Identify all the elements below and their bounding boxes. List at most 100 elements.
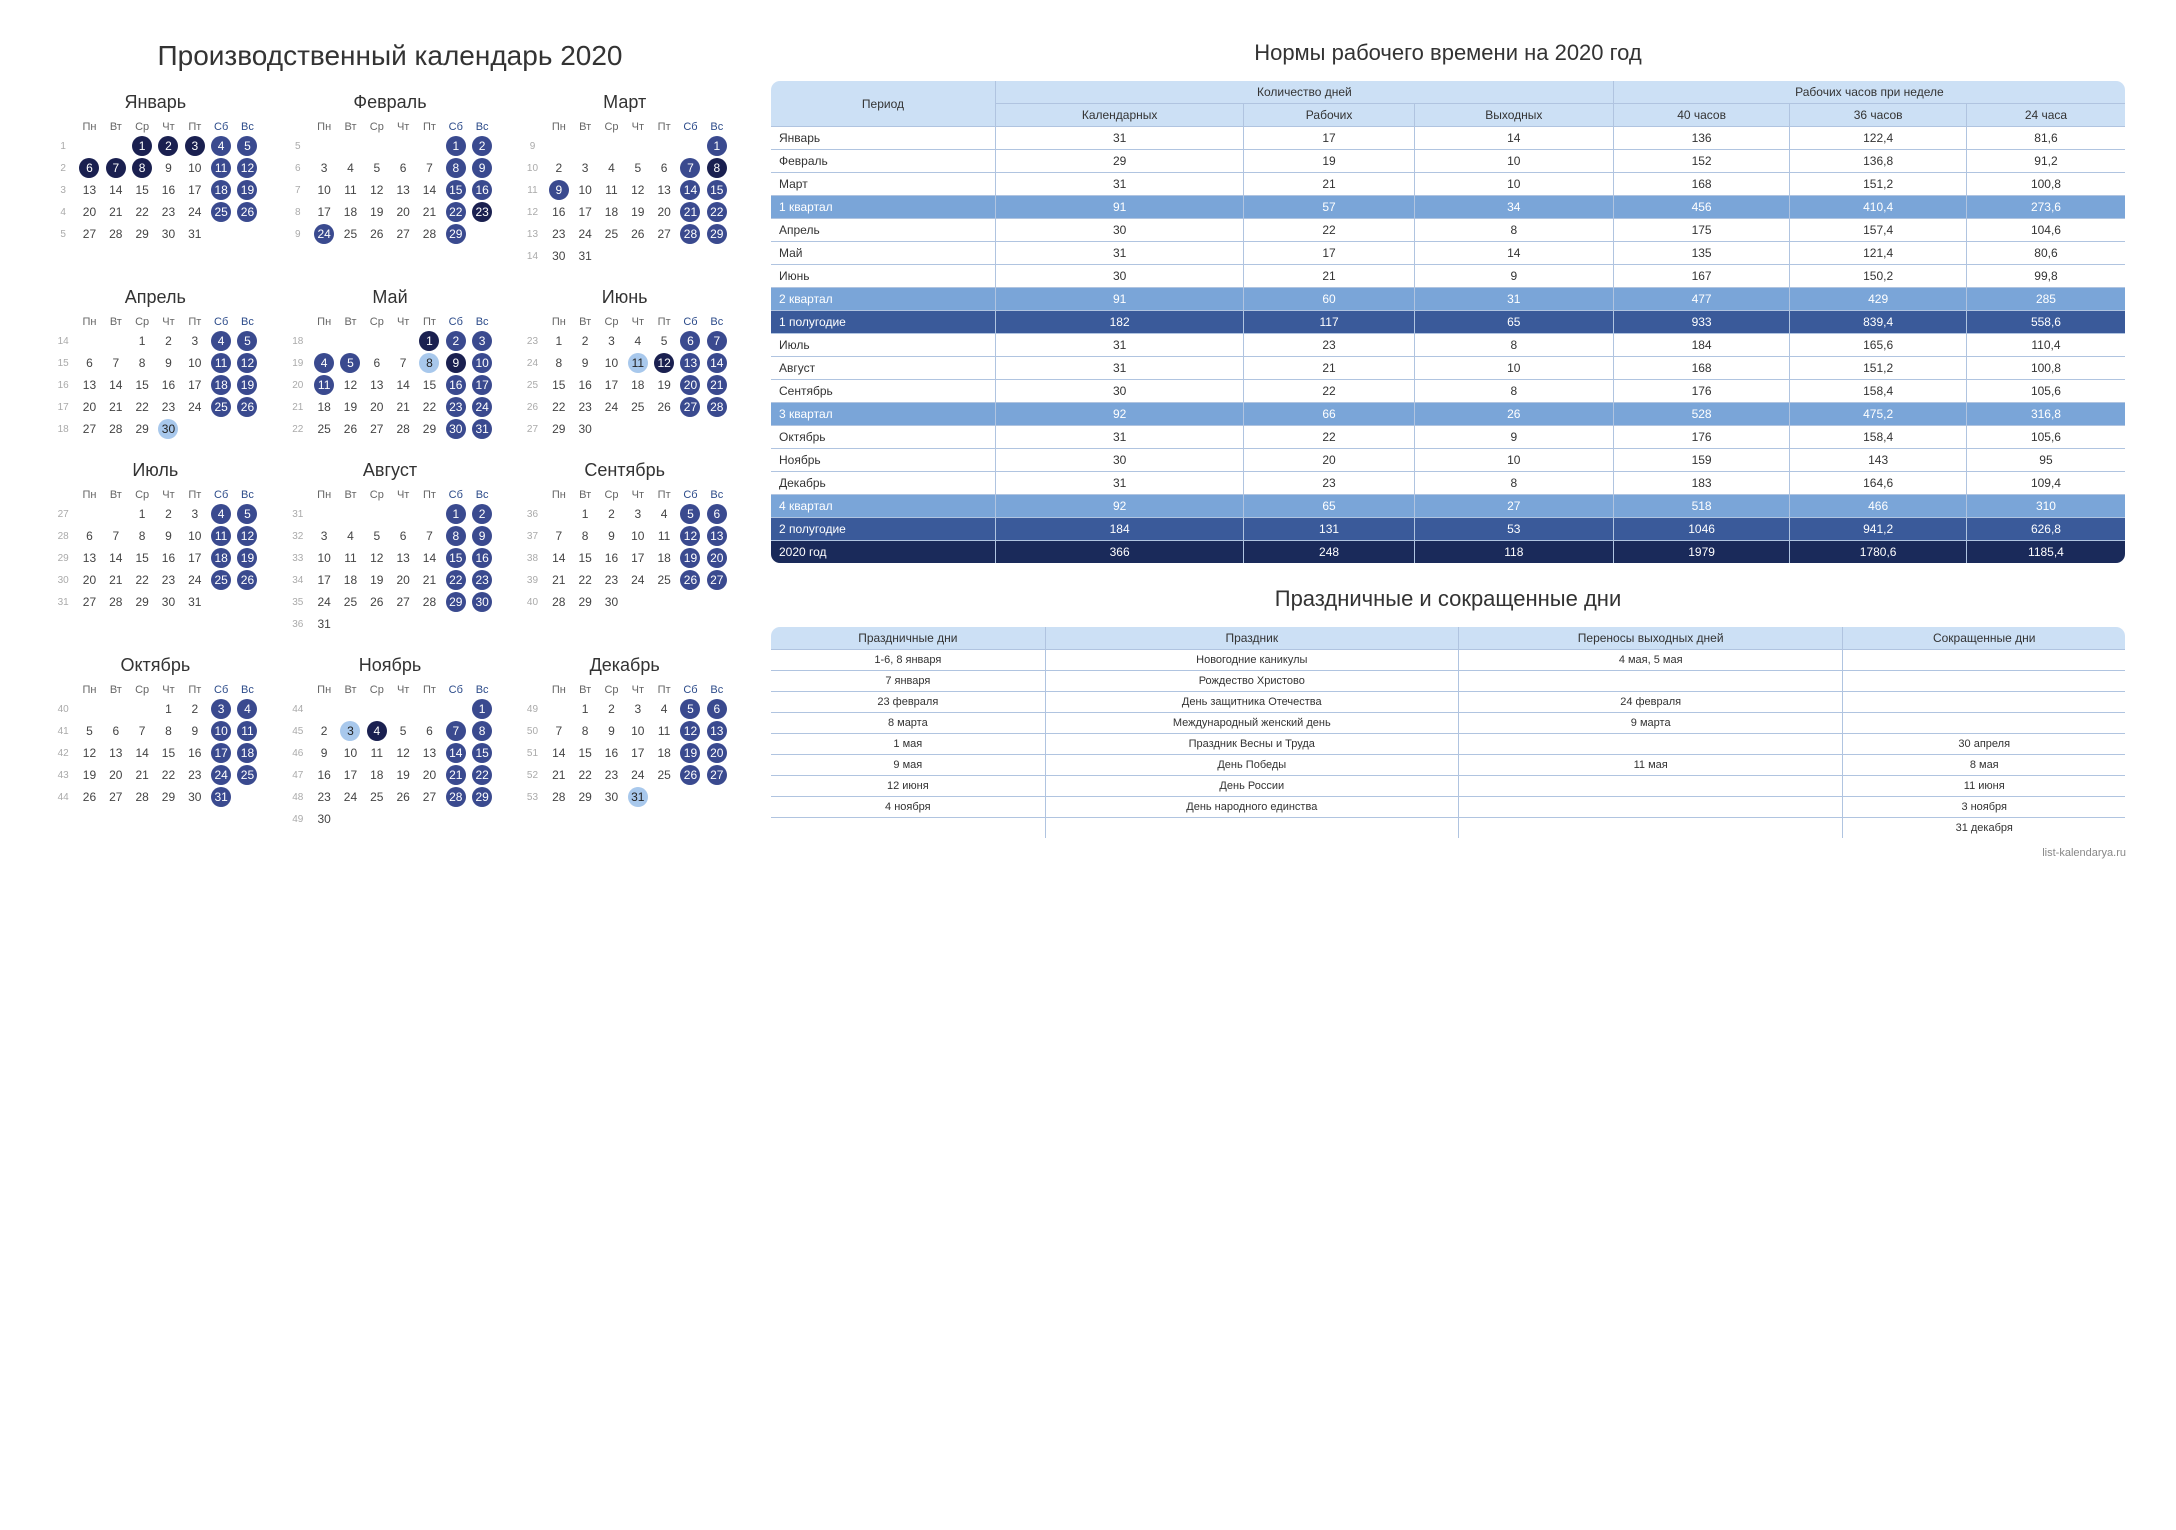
holidays-row: 1 маяПраздник Весны и Труда30 апреля — [771, 734, 2126, 755]
day: 19 — [237, 375, 257, 395]
day: 14 — [446, 743, 466, 763]
day: 30 — [158, 224, 178, 244]
day: 14 — [707, 353, 727, 373]
dow-header: Сб — [208, 682, 234, 698]
day: 20 — [654, 202, 674, 222]
day: 2 — [601, 699, 621, 719]
norms-value: 839,4 — [1790, 311, 1967, 334]
day: 4 — [654, 504, 674, 524]
day-cell: 15 — [572, 547, 598, 569]
day-cell: 6 — [364, 352, 390, 374]
day: 24 — [601, 397, 621, 417]
dow-header: Пт — [416, 682, 442, 698]
day: 29 — [575, 787, 595, 807]
day-cell: 15 — [155, 742, 181, 764]
day-cell: 17 — [311, 569, 337, 591]
day-cell: 19 — [234, 547, 260, 569]
day-cell: 23 — [155, 569, 181, 591]
day-cell: 4 — [625, 330, 651, 352]
day-cell — [103, 698, 129, 720]
day-cell: 7 — [103, 157, 129, 179]
day: 19 — [393, 765, 413, 785]
day-cell: 13 — [103, 742, 129, 764]
day: 25 — [211, 397, 231, 417]
day: 7 — [549, 721, 569, 741]
norms-value: 176 — [1613, 426, 1790, 449]
dow-header: Чт — [390, 119, 416, 135]
norms-period-name: 4 квартал — [771, 495, 996, 518]
norms-value: 20 — [1244, 449, 1414, 472]
day: 25 — [340, 592, 360, 612]
dow-header: Пт — [182, 119, 208, 135]
day-cell: 22 — [572, 569, 598, 591]
norms-period-name: Сентябрь — [771, 380, 996, 403]
norms-period-name: 1 квартал — [771, 196, 996, 219]
day-cell: 25 — [311, 418, 337, 440]
day-cell: 27 — [103, 786, 129, 808]
norms-value: 80,6 — [1966, 242, 2125, 265]
month-block: ИюньПнВтСрЧтПтСбВс2312345672489101112131… — [519, 287, 730, 440]
day-cell: 13 — [76, 374, 102, 396]
day-cell: 1 — [129, 135, 155, 157]
day: 13 — [707, 721, 727, 741]
day: 29 — [158, 787, 178, 807]
day-cell — [76, 698, 102, 720]
day-cell: 25 — [208, 569, 234, 591]
dow-header: Чт — [625, 487, 651, 503]
day-cell: 23 — [469, 569, 495, 591]
day-cell: 8 — [443, 157, 469, 179]
day: 5 — [680, 699, 700, 719]
day: 10 — [340, 743, 360, 763]
norms-value: 31 — [995, 472, 1243, 495]
day-cell: 18 — [208, 374, 234, 396]
day-cell: 22 — [416, 396, 442, 418]
day: 9 — [472, 526, 492, 546]
day-cell: 2 — [546, 157, 572, 179]
dow-header: Пт — [182, 487, 208, 503]
day-cell — [76, 503, 102, 525]
holidays-cell: 4 ноября — [771, 797, 1046, 818]
holidays-cell: День защитника Отечества — [1045, 692, 1458, 713]
holidays-cell: День России — [1045, 776, 1458, 797]
day-cell: 2 — [155, 135, 181, 157]
norms-value: 31 — [1414, 288, 1613, 311]
norms-value: 152 — [1613, 150, 1790, 173]
day-cell — [651, 786, 677, 808]
day: 25 — [654, 765, 674, 785]
day: 28 — [106, 592, 126, 612]
day-cell: 1 — [129, 330, 155, 352]
day: 18 — [211, 375, 231, 395]
day-cell: 5 — [364, 157, 390, 179]
day: 10 — [314, 548, 334, 568]
day-cell — [208, 591, 234, 613]
norms-value: 23 — [1244, 472, 1414, 495]
day: 24 — [185, 570, 205, 590]
week-number: 20 — [285, 374, 311, 396]
week-number: 15 — [50, 352, 76, 374]
day-cell: 13 — [390, 179, 416, 201]
day: 5 — [393, 721, 413, 741]
holidays-row: 9 маяДень Победы11 мая8 мая — [771, 755, 2126, 776]
day: 11 — [340, 548, 360, 568]
day: 18 — [654, 743, 674, 763]
day: 22 — [132, 570, 152, 590]
day: 18 — [237, 743, 257, 763]
norms-value: 95 — [1966, 449, 2125, 472]
footer-link: list-kalendarya.ru — [770, 847, 2126, 859]
norms-value: 168 — [1613, 173, 1790, 196]
day: 5 — [79, 721, 99, 741]
week-number: 42 — [50, 742, 76, 764]
day-cell: 3 — [625, 503, 651, 525]
holidays-cell: День Победы — [1045, 755, 1458, 776]
day-cell: 28 — [443, 786, 469, 808]
norms-value: 182 — [995, 311, 1243, 334]
norms-value: 22 — [1244, 219, 1414, 242]
holidays-cell — [1843, 650, 2126, 671]
month-block: МартПнВтСрЧтПтСбВс9110234567811910111213… — [519, 92, 730, 267]
holidays-cell: 11 мая — [1458, 755, 1843, 776]
day-cell: 14 — [677, 179, 703, 201]
day-cell: 6 — [677, 330, 703, 352]
day-cell — [625, 135, 651, 157]
norms-value: 273,6 — [1966, 196, 2125, 219]
day-cell: 28 — [677, 223, 703, 245]
